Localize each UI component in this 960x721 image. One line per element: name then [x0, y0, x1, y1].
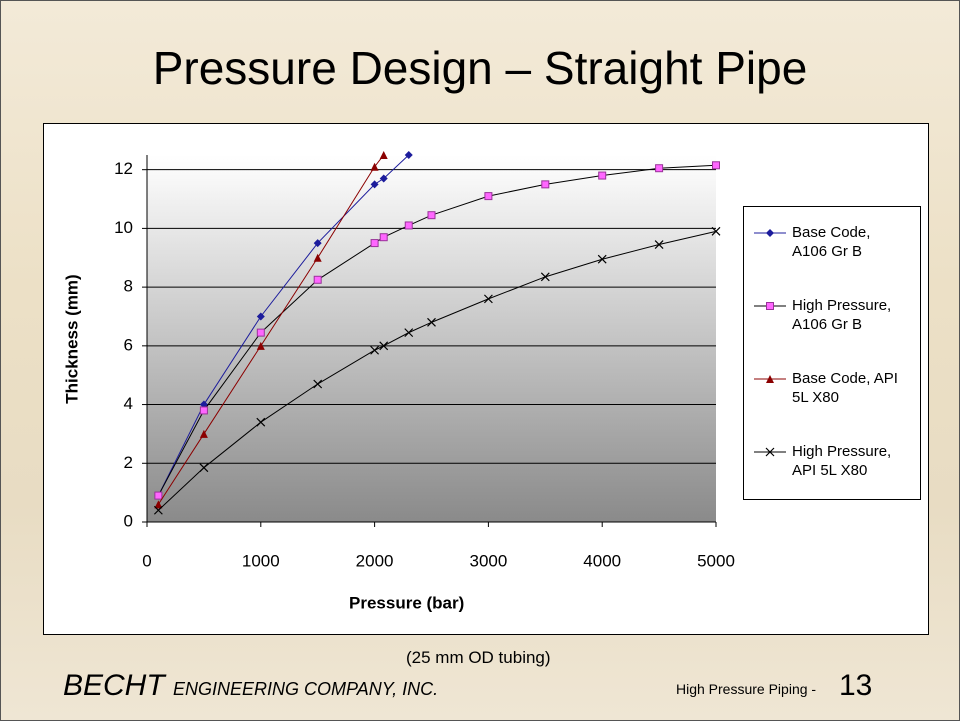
marker	[428, 212, 435, 219]
legend-label: High Pressure, A106 Gr B	[792, 296, 904, 334]
x-tick-label: 3000	[469, 551, 507, 570]
marker	[767, 303, 774, 310]
legend-label: High Pressure, API 5L X80	[792, 442, 904, 480]
company-name: BECHT	[63, 669, 165, 702]
y-tick-label: 6	[124, 335, 133, 354]
page-number: 13	[839, 669, 872, 703]
x-tick-label: 1000	[242, 551, 280, 570]
legend-entry: Base Code, API 5L X80	[750, 369, 920, 419]
y-tick-label: 8	[124, 277, 133, 296]
marker	[405, 222, 412, 229]
y-tick-label: 12	[114, 159, 133, 178]
marker	[599, 172, 606, 179]
marker	[766, 229, 774, 237]
marker	[314, 276, 321, 283]
plot-area	[147, 155, 716, 522]
x-tick-label: 0	[142, 551, 151, 570]
x-tick-label: 4000	[583, 551, 621, 570]
marker	[380, 234, 387, 241]
marker	[257, 329, 264, 336]
legend-label: Base Code, API 5L X80	[792, 369, 904, 407]
x-tick-label: 2000	[356, 551, 394, 570]
marker	[155, 492, 162, 499]
legend-entry: High Pressure, API 5L X80	[750, 442, 920, 492]
legend-label: Base Code, A106 Gr B	[792, 223, 904, 261]
x-tick-label: 5000	[697, 551, 735, 570]
company-rest: ENGINEERING COMPANY, INC.	[173, 679, 438, 699]
marker	[656, 165, 663, 172]
legend-swatch	[750, 442, 790, 462]
x-axis-label: Pressure (bar)	[349, 593, 464, 612]
y-tick-label: 2	[124, 453, 133, 472]
marker	[713, 162, 720, 169]
y-tick-label: 4	[124, 394, 133, 413]
marker	[485, 193, 492, 200]
legend-swatch	[750, 296, 790, 316]
y-tick-label: 0	[124, 511, 133, 530]
legend: Base Code, A106 Gr B High Pressure, A106 …	[743, 206, 921, 500]
marker	[371, 240, 378, 247]
deck-name: High Pressure Piping -	[676, 681, 816, 697]
y-tick-label: 10	[114, 218, 133, 237]
marker	[200, 407, 207, 414]
legend-entry: High Pressure, A106 Gr B	[750, 296, 920, 346]
note: (25 mm OD tubing)	[406, 648, 551, 668]
legend-swatch	[750, 369, 790, 389]
legend-entry: Base Code, A106 Gr B	[750, 223, 920, 273]
marker	[542, 181, 549, 188]
y-axis-label: Thickness (mm)	[62, 274, 81, 403]
legend-swatch	[750, 223, 790, 243]
slide: Pressure Design – Straight Pipe Pressure…	[0, 0, 960, 721]
company: BECHT ENGINEERING COMPANY, INC.	[63, 669, 438, 703]
